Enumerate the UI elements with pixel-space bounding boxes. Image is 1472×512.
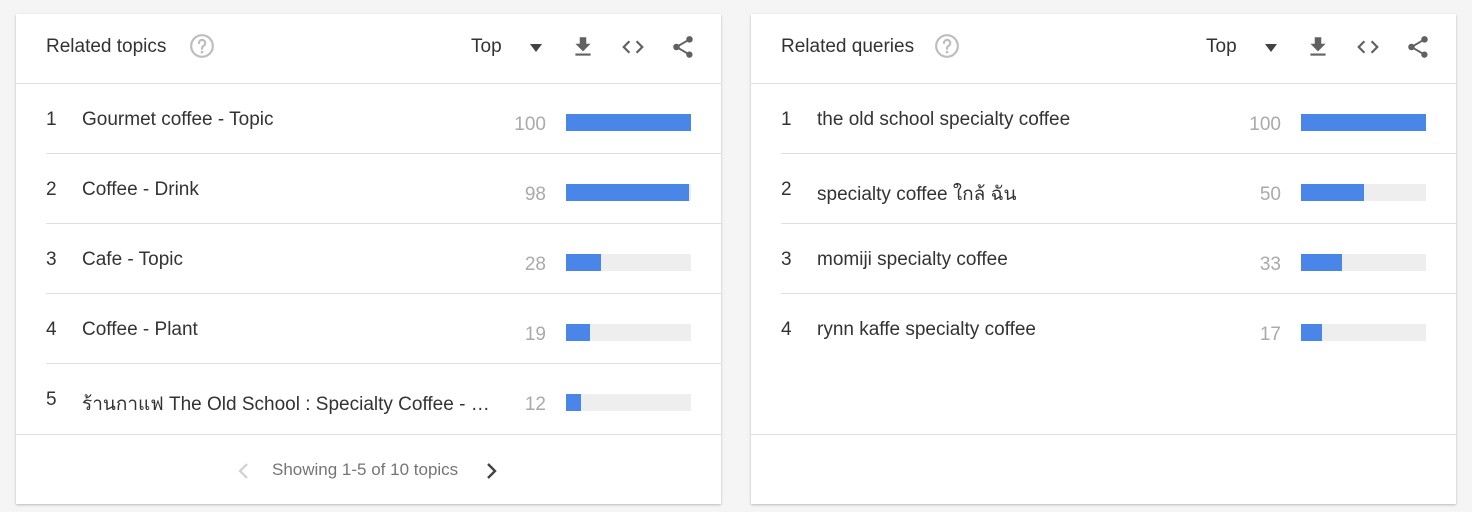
item-value: 28 [524, 254, 546, 275]
help-circle-icon[interactable] [189, 33, 215, 59]
item-label[interactable]: momiji specialty coffee [817, 249, 1008, 270]
item-label[interactable]: Coffee - Drink [82, 179, 199, 200]
caret-down-icon [530, 44, 542, 52]
related-queries-card: Related queries Top 1 the old school spec… [751, 14, 1456, 504]
rank-number: 3 [46, 249, 57, 270]
filter-value: Top [471, 36, 502, 57]
item-value: 50 [1259, 184, 1281, 205]
bar-fill [566, 114, 691, 131]
item-value: 33 [1259, 254, 1281, 275]
share-icon[interactable] [1405, 34, 1431, 60]
list-item[interactable]: 2 specialty coffee ใกล้ ฉัน 50 [781, 154, 1456, 224]
bar-fill [1301, 324, 1323, 341]
item-label[interactable]: ร้านกาแฟ The Old School : Specialty Coff… [82, 394, 502, 415]
item-value: 100 [1249, 114, 1281, 135]
embed-code-icon[interactable] [1355, 34, 1381, 60]
item-label[interactable]: specialty coffee ใกล้ ฉัน [817, 184, 1017, 205]
topics-list: 1 Gourmet coffee - Topic 100 2 Coffee - Drin… [46, 84, 721, 434]
bar-fill [1301, 254, 1343, 271]
rank-number: 2 [46, 179, 57, 200]
list-item[interactable]: 3 momiji specialty coffee 33 [781, 224, 1456, 294]
bar-track [1301, 184, 1426, 201]
item-value: 17 [1259, 324, 1281, 345]
card-footer [751, 434, 1456, 504]
bar-fill [566, 184, 689, 201]
card-title: Related topics [46, 36, 167, 57]
rank-number: 5 [46, 389, 57, 410]
item-value: 19 [524, 324, 546, 345]
download-icon[interactable] [1305, 34, 1331, 60]
item-label[interactable]: Gourmet coffee - Topic [82, 109, 274, 130]
embed-code-icon[interactable] [620, 34, 646, 60]
card-title: Related queries [781, 36, 915, 57]
item-label[interactable]: rynn kaffe specialty coffee [817, 319, 1036, 340]
list-item[interactable]: 1 Gourmet coffee - Topic 100 [46, 84, 721, 154]
filter-select[interactable]: Top [471, 34, 551, 62]
queries-list: 1 the old school specialty coffee 100 2 spec… [781, 84, 1456, 364]
bar-fill [566, 254, 601, 271]
rank-number: 4 [781, 319, 792, 340]
filter-select[interactable]: Top [1206, 34, 1286, 62]
filter-value: Top [1206, 36, 1237, 57]
help-circle-icon[interactable] [934, 33, 960, 59]
item-value: 12 [524, 394, 546, 415]
chevron-right-icon[interactable] [483, 462, 499, 480]
rank-number: 2 [781, 179, 792, 200]
list-item[interactable]: 4 rynn kaffe specialty coffee 17 [781, 294, 1456, 364]
card-header: Related topics Top [16, 14, 721, 84]
bar-fill [1301, 114, 1426, 131]
share-icon[interactable] [670, 34, 696, 60]
list-item[interactable]: 1 the old school specialty coffee 100 [781, 84, 1456, 154]
related-topics-card: Related topics Top 1 Gourmet coffee - Top… [16, 14, 721, 504]
bar-track [566, 114, 691, 131]
chevron-left-icon[interactable] [236, 462, 252, 480]
bar-fill [566, 324, 590, 341]
item-label[interactable]: Coffee - Plant [82, 319, 198, 340]
bar-track [566, 184, 691, 201]
pagination-text: Showing 1-5 of 10 topics [272, 460, 459, 479]
bar-track [566, 394, 691, 411]
bar-fill [566, 394, 581, 411]
list-item[interactable]: 5 ร้านกาแฟ The Old School : Specialty Cof… [46, 364, 721, 434]
item-label[interactable]: Cafe - Topic [82, 249, 184, 270]
card-footer: Showing 1-5 of 10 topics [16, 434, 721, 504]
list-item[interactable]: 4 Coffee - Plant 19 [46, 294, 721, 364]
item-label[interactable]: the old school specialty coffee [817, 109, 1071, 130]
rank-number: 1 [46, 109, 57, 130]
list-item[interactable]: 3 Cafe - Topic 28 [46, 224, 721, 294]
bar-track [1301, 254, 1426, 271]
bar-track [566, 324, 691, 341]
card-header: Related queries Top [751, 14, 1456, 84]
caret-down-icon [1265, 44, 1277, 52]
bar-track [1301, 324, 1426, 341]
item-value: 100 [514, 114, 546, 135]
list-item[interactable]: 2 Coffee - Drink 98 [46, 154, 721, 224]
bar-fill [1301, 184, 1364, 201]
rank-number: 1 [781, 109, 792, 130]
bar-track [1301, 114, 1426, 131]
download-icon[interactable] [570, 34, 596, 60]
item-value: 98 [524, 184, 546, 205]
rank-number: 3 [781, 249, 792, 270]
rank-number: 4 [46, 319, 57, 340]
bar-track [566, 254, 691, 271]
